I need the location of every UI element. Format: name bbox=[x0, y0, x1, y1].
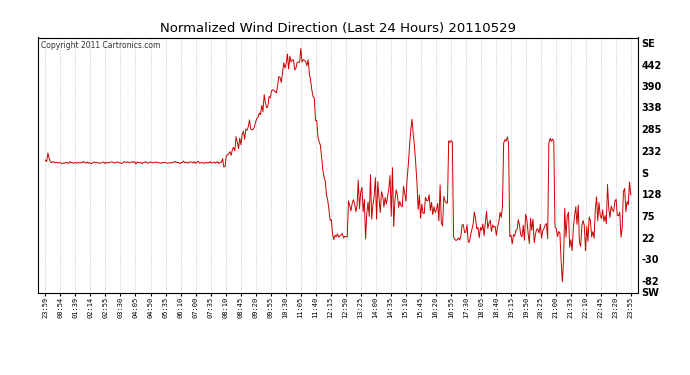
Text: SE: SE bbox=[642, 39, 656, 49]
Text: 390: 390 bbox=[642, 82, 662, 92]
Text: -82: -82 bbox=[642, 277, 660, 287]
Text: 128: 128 bbox=[642, 190, 662, 200]
Text: Copyright 2011 Cartronics.com: Copyright 2011 Cartronics.com bbox=[41, 41, 160, 50]
Text: 442: 442 bbox=[642, 60, 662, 70]
Text: 338: 338 bbox=[642, 104, 662, 114]
Text: 22: 22 bbox=[642, 234, 656, 244]
Text: 232: 232 bbox=[642, 147, 662, 157]
Title: Normalized Wind Direction (Last 24 Hours) 20110529: Normalized Wind Direction (Last 24 Hours… bbox=[160, 22, 516, 35]
Text: SW: SW bbox=[642, 288, 660, 297]
Text: 75: 75 bbox=[642, 212, 656, 222]
Text: -30: -30 bbox=[642, 255, 659, 266]
Text: S: S bbox=[642, 169, 649, 178]
Text: 285: 285 bbox=[642, 125, 662, 135]
